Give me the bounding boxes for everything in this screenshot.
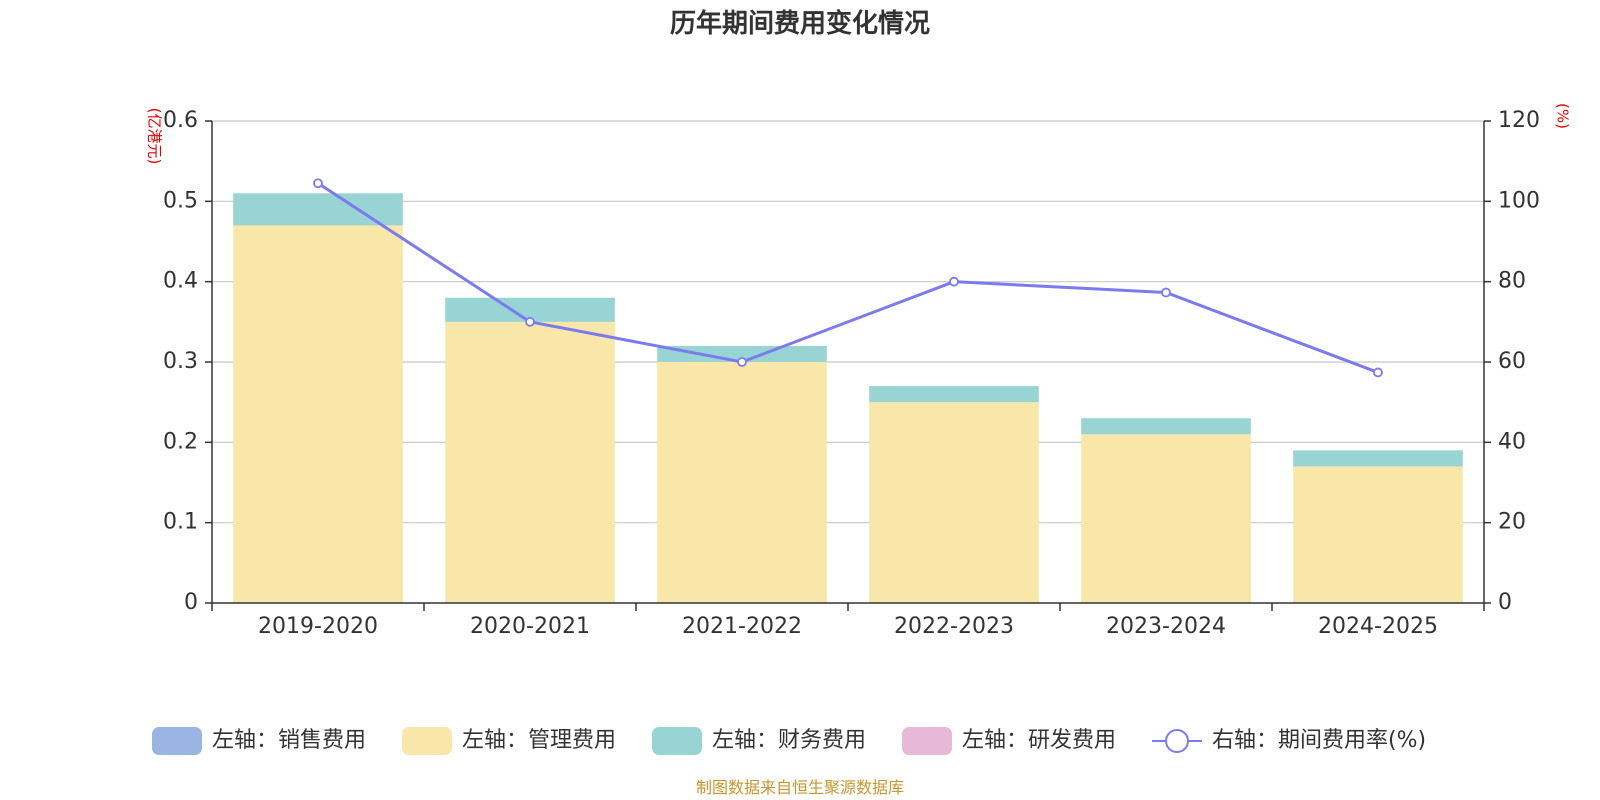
- legend-label: 左轴：管理费用: [462, 728, 616, 753]
- x-axis-tick-label: 2021-2022: [682, 614, 802, 639]
- legend-swatch: [902, 727, 952, 755]
- right-axis-tick-label: 60: [1498, 349, 1526, 374]
- legend-label: 右轴：期间费用率(%): [1212, 728, 1426, 753]
- rate-point: [1373, 367, 1383, 378]
- bar-segment: [1293, 466, 1463, 603]
- left-axis-tick-label: 0.3: [163, 349, 198, 374]
- x-axis-tick-label: 2022-2023: [894, 614, 1014, 639]
- chart-title: 历年期间费用变化情况: [670, 8, 930, 39]
- legend-label: 左轴：财务费用: [712, 728, 866, 753]
- right-axis-tick-label: 20: [1498, 510, 1526, 535]
- left-axis-tick-label: 0: [184, 590, 198, 615]
- legend-marker: [1165, 729, 1189, 753]
- legend-swatch: [652, 727, 702, 755]
- bar-segment: [1293, 450, 1463, 467]
- bars: [233, 193, 1463, 603]
- rate-line-path: [317, 182, 1379, 374]
- bar-segment: [657, 345, 827, 362]
- right-axis-tick-label: 120: [1498, 108, 1540, 133]
- bar-segment: [233, 225, 403, 603]
- legend-label: 左轴：研发费用: [962, 728, 1116, 753]
- right-axis-tick-label: 80: [1498, 269, 1526, 294]
- rate-point: [949, 276, 959, 287]
- legend-label: 左轴：销售费用: [212, 728, 366, 753]
- x-axis-tick-label: 2024-2025: [1318, 614, 1438, 639]
- bar-segment: [869, 386, 1039, 403]
- x-axis-tick-label: 2023-2024: [1106, 614, 1226, 639]
- rate-point: [737, 357, 747, 367]
- legend: 左轴：销售费用 左轴：管理费用 左轴：财务费用 左轴：研发费用 右轴：期间费用率(%): [152, 727, 1426, 755]
- left-axis-unit: (亿港元): [146, 108, 164, 165]
- left-axis-tick-label: 0.4: [163, 269, 198, 294]
- gridlines: [212, 120, 1484, 524]
- left-axis-tick-label: 0.1: [163, 510, 198, 535]
- bar-segment: [869, 402, 1039, 603]
- right-axis-tick-label: 100: [1498, 188, 1540, 213]
- bar-segment: [1081, 418, 1251, 435]
- axes: 0 0 0.1 20 0.2 40 0.3 60 0.4 80 0.5 100 0.6 120 2019-2…: [163, 108, 1540, 639]
- x-axis-tick-label: 2019-2020: [258, 614, 378, 639]
- left-axis-tick-label: 0.5: [163, 188, 198, 213]
- bar-segment: [657, 362, 827, 603]
- rate-point: [313, 178, 323, 189]
- right-axis-tick-label: 40: [1498, 429, 1526, 454]
- right-axis-unit: (%): [1554, 103, 1572, 129]
- rate-point: [1161, 287, 1171, 298]
- left-axis-tick-label: 0.2: [163, 429, 198, 454]
- left-axis-tick-label: 0.6: [163, 108, 198, 133]
- right-axis-tick-label: 0: [1498, 590, 1512, 615]
- data-source-note: 制图数据来自恒生聚源数据库: [696, 778, 904, 797]
- rate-point: [525, 316, 535, 327]
- legend-swatch: [402, 727, 452, 755]
- legend-swatch: [152, 727, 202, 755]
- bar-segment: [445, 321, 615, 603]
- x-axis-tick-label: 2020-2021: [470, 614, 590, 639]
- bar-segment: [1081, 434, 1251, 603]
- expense-rate-line: [313, 178, 1383, 378]
